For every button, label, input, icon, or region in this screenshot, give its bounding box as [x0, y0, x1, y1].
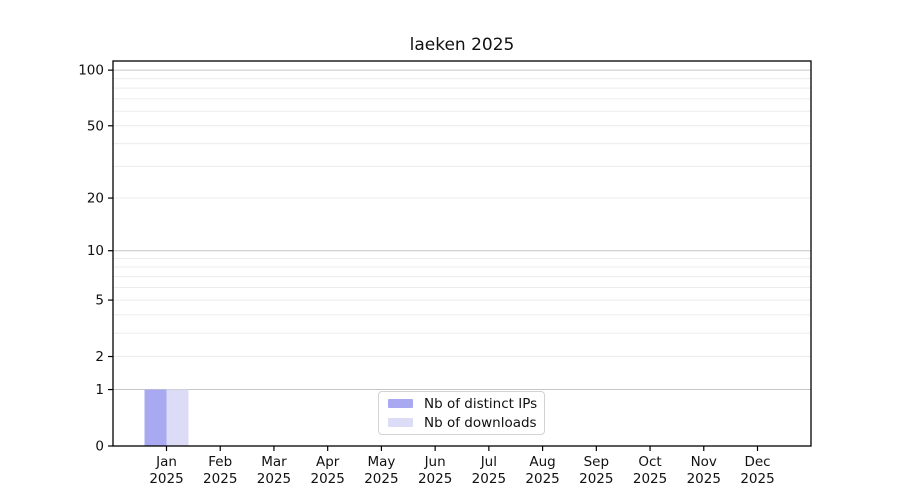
x-tick-label-year-jun: 2025 — [418, 471, 452, 487]
legend-swatch-distinct-ips-icon — [388, 399, 413, 408]
x-tick-label-year-jan: 2025 — [149, 471, 183, 487]
x-tick-label-month-jul: Jul — [480, 454, 497, 470]
bar-nb-of-distinct-ips-jan — [144, 389, 167, 446]
y-tick-label-100: 100 — [78, 63, 104, 79]
y-tick-label-1: 1 — [95, 382, 104, 398]
legend-item-distinct-ips: Nb of distinct IPs — [388, 396, 544, 412]
x-tick-label-month-dec: Dec — [744, 454, 770, 470]
x-tick-label-month-jun: Jun — [424, 454, 446, 470]
x-tick-label-month-oct: Oct — [638, 454, 661, 470]
x-tick-label-year-dec: 2025 — [740, 471, 774, 487]
x-tick-label-month-sep: Sep — [584, 454, 609, 470]
x-tick-label-year-nov: 2025 — [687, 471, 721, 487]
x-tick-label-month-apr: Apr — [316, 454, 340, 470]
plot-border — [112, 60, 812, 447]
y-tick-label-5: 5 — [95, 293, 104, 309]
x-tick-label-month-aug: Aug — [529, 454, 555, 470]
x-tick-label-month-may: May — [367, 454, 395, 470]
bar-nb-of-downloads-jan — [166, 389, 189, 446]
y-tick-label-0: 0 — [95, 439, 104, 455]
legend-label-downloads: Nb of downloads — [424, 414, 537, 431]
x-tick-label-month-feb: Feb — [208, 454, 232, 470]
y-tick-label-50: 50 — [87, 118, 104, 134]
x-tick-label-year-aug: 2025 — [525, 471, 559, 487]
legend: Nb of distinct IPs Nb of downloads — [378, 391, 545, 435]
y-tick-label-10: 10 — [87, 243, 104, 259]
x-tick-label-year-apr: 2025 — [311, 471, 345, 487]
x-tick-label-year-may: 2025 — [364, 471, 398, 487]
legend-swatch-downloads-icon — [388, 418, 413, 427]
x-tick-label-year-oct: 2025 — [633, 471, 667, 487]
x-tick-label-month-nov: Nov — [691, 454, 717, 470]
x-tick-label-year-mar: 2025 — [257, 471, 291, 487]
x-tick-label-month-mar: Mar — [261, 454, 287, 470]
y-tick-label-20: 20 — [87, 191, 104, 207]
chart-title: laeken 2025 — [409, 35, 515, 55]
x-tick-label-year-sep: 2025 — [579, 471, 613, 487]
x-tick-label-month-jan: Jan — [155, 454, 177, 470]
y-tick-label-2: 2 — [95, 349, 104, 365]
x-tick-label-year-feb: 2025 — [203, 471, 237, 487]
x-tick-label-year-jul: 2025 — [472, 471, 506, 487]
legend-label-distinct-ips: Nb of distinct IPs — [424, 395, 538, 412]
legend-item-downloads: Nb of downloads — [388, 415, 544, 431]
